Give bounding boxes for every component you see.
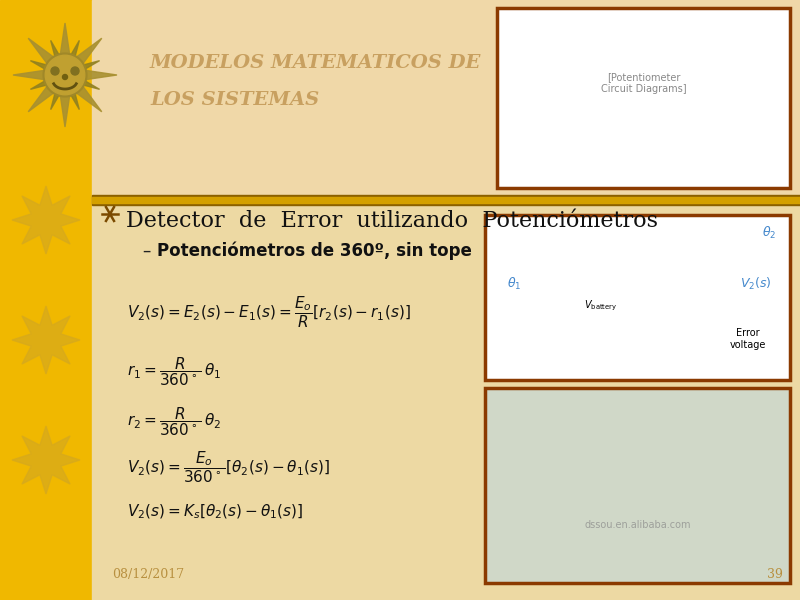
Polygon shape <box>77 38 102 63</box>
Circle shape <box>71 67 79 75</box>
Polygon shape <box>77 87 102 112</box>
Text: 08/12/2017: 08/12/2017 <box>112 568 184 581</box>
Text: dssou.en.alibaba.com: dssou.en.alibaba.com <box>584 520 690 529</box>
Bar <box>497 8 790 188</box>
Polygon shape <box>82 61 99 70</box>
Polygon shape <box>61 23 70 53</box>
Polygon shape <box>12 426 80 494</box>
Circle shape <box>62 74 67 79</box>
Polygon shape <box>50 92 60 110</box>
Circle shape <box>51 67 59 75</box>
Polygon shape <box>70 92 79 110</box>
Text: $V_2(s) = \dfrac{E_o}{360^\circ}\left[\theta_2(s) - \theta_1(s)\right]$: $V_2(s) = \dfrac{E_o}{360^\circ}\left[\t… <box>127 450 330 485</box>
Polygon shape <box>30 80 48 89</box>
Text: $\theta_1$: $\theta_1$ <box>507 276 522 292</box>
Text: [Potentiometer
Circuit Diagrams]: [Potentiometer Circuit Diagrams] <box>601 72 686 94</box>
Bar <box>92 197 800 203</box>
Text: Error
voltage: Error voltage <box>730 328 766 350</box>
Polygon shape <box>13 70 44 80</box>
Bar <box>0 0 92 600</box>
Text: $V_2(s) = K_s\left[\theta_2(s) - \theta_1(s)\right]$: $V_2(s) = K_s\left[\theta_2(s) - \theta_… <box>127 503 303 521</box>
Polygon shape <box>30 61 48 70</box>
Text: $r_2 = \dfrac{R}{360^\circ}\,\theta_2$: $r_2 = \dfrac{R}{360^\circ}\,\theta_2$ <box>127 405 221 438</box>
Text: Potenciómetros de 360º, sin tope: Potenciómetros de 360º, sin tope <box>157 242 472 260</box>
Text: MODELOS MATEMATICOS DE: MODELOS MATEMATICOS DE <box>150 54 482 72</box>
Polygon shape <box>61 97 70 127</box>
Bar <box>485 388 790 583</box>
Text: Detector  de  Error  utilizando  Potenciómetros: Detector de Error utilizando Potenciómet… <box>126 210 658 232</box>
Bar <box>485 215 790 380</box>
Text: LOS SISTEMAS: LOS SISTEMAS <box>150 91 319 109</box>
Bar <box>92 195 800 600</box>
Polygon shape <box>50 40 60 58</box>
Polygon shape <box>12 186 80 254</box>
Bar <box>92 195 800 205</box>
Polygon shape <box>12 306 80 374</box>
Text: $V_{\rm battery}$: $V_{\rm battery}$ <box>584 299 618 313</box>
Polygon shape <box>70 40 79 58</box>
Text: $V_2(s)$: $V_2(s)$ <box>740 276 772 292</box>
Text: –: – <box>142 242 150 260</box>
Text: $\theta_2$: $\theta_2$ <box>762 225 776 241</box>
Polygon shape <box>28 38 53 63</box>
Text: $V_2(s) = E_2(s) - E_1(s) = \dfrac{E_o}{R}\left[r_2(s) - r_1(s)\right]$: $V_2(s) = E_2(s) - E_1(s) = \dfrac{E_o}{… <box>127 295 410 331</box>
Polygon shape <box>28 87 53 112</box>
Circle shape <box>46 55 85 95</box>
Circle shape <box>43 53 87 97</box>
Polygon shape <box>86 70 117 80</box>
Polygon shape <box>82 80 99 89</box>
Bar <box>92 0 800 195</box>
Text: $r_1 = \dfrac{R}{360^\circ}\,\theta_1$: $r_1 = \dfrac{R}{360^\circ}\,\theta_1$ <box>127 355 222 388</box>
Text: 39: 39 <box>767 568 783 581</box>
